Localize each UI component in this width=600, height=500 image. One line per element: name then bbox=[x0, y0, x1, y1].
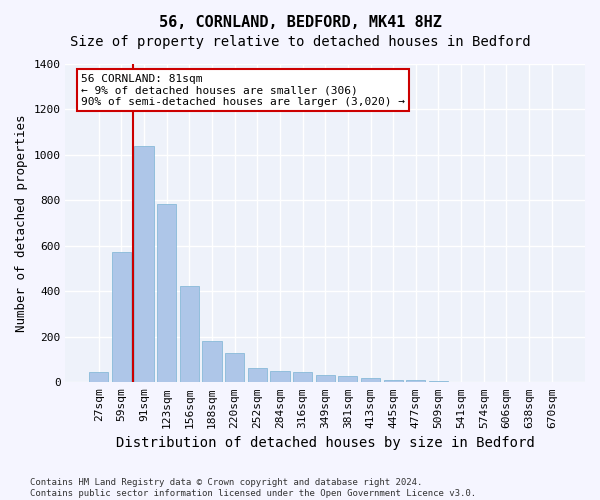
Bar bbox=[248, 368, 267, 382]
Bar bbox=[338, 376, 358, 382]
Bar bbox=[316, 376, 335, 382]
Bar bbox=[89, 372, 108, 382]
Bar bbox=[406, 380, 425, 382]
Bar bbox=[157, 204, 176, 382]
Bar bbox=[383, 380, 403, 382]
X-axis label: Distribution of detached houses by size in Bedford: Distribution of detached houses by size … bbox=[116, 436, 535, 450]
Bar bbox=[293, 372, 312, 382]
Bar bbox=[225, 353, 244, 382]
Text: 56 CORNLAND: 81sqm
← 9% of detached houses are smaller (306)
90% of semi-detache: 56 CORNLAND: 81sqm ← 9% of detached hous… bbox=[81, 74, 405, 106]
Bar bbox=[270, 371, 290, 382]
Bar bbox=[134, 146, 154, 382]
Bar bbox=[429, 381, 448, 382]
Bar bbox=[112, 252, 131, 382]
Text: Contains HM Land Registry data © Crown copyright and database right 2024.
Contai: Contains HM Land Registry data © Crown c… bbox=[30, 478, 476, 498]
Bar bbox=[202, 342, 221, 382]
Bar bbox=[361, 378, 380, 382]
Text: 56, CORNLAND, BEDFORD, MK41 8HZ: 56, CORNLAND, BEDFORD, MK41 8HZ bbox=[158, 15, 442, 30]
Y-axis label: Number of detached properties: Number of detached properties bbox=[15, 114, 28, 332]
Bar bbox=[179, 286, 199, 382]
Text: Size of property relative to detached houses in Bedford: Size of property relative to detached ho… bbox=[70, 35, 530, 49]
